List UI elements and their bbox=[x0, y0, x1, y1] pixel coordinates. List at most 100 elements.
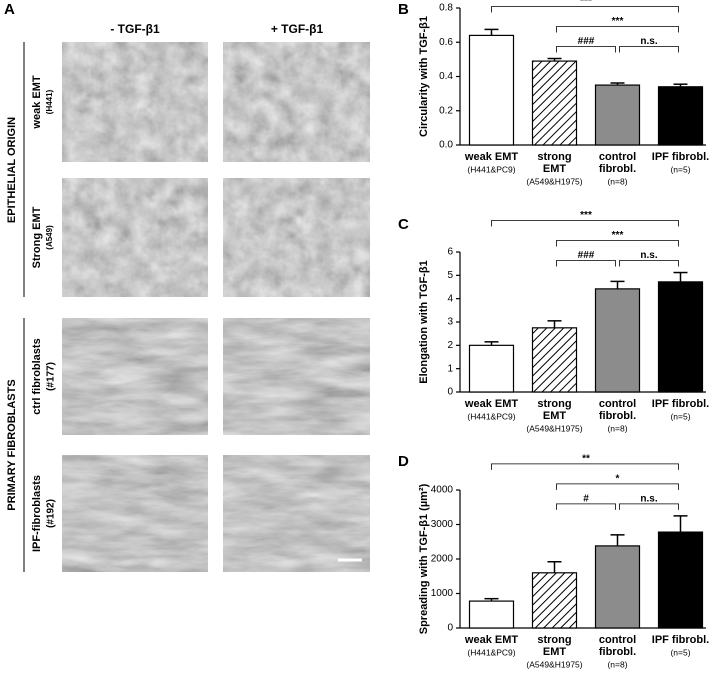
micrograph bbox=[223, 42, 370, 162]
y-tick-label: 3000 bbox=[431, 519, 454, 530]
y-tick-label: 0.0 bbox=[439, 140, 453, 151]
panel-letter: C bbox=[398, 216, 409, 233]
panel-letter: B bbox=[398, 1, 409, 18]
bar bbox=[657, 281, 704, 393]
y-tick-label: 3 bbox=[447, 317, 453, 328]
y-tick-label: 0.4 bbox=[439, 71, 453, 82]
x-tick-sublabel: (n=5) bbox=[670, 164, 690, 174]
significance-bracket bbox=[556, 240, 679, 247]
x-tick-sublabel: (n=8) bbox=[607, 659, 627, 669]
panel-a: A - TGF-β1 + TGF-β1 EPITHELIAL ORIGIN PR… bbox=[4, 1, 323, 572]
significance-bracket bbox=[556, 26, 679, 33]
x-tick-sublabel: (n=5) bbox=[670, 647, 690, 657]
panel-letter: A bbox=[4, 1, 15, 18]
x-tick-sublabel: (A549&H1975) bbox=[526, 423, 582, 433]
significance-label: *** bbox=[580, 210, 592, 221]
column-header: - TGF-β1 bbox=[110, 22, 160, 36]
significance-label: # bbox=[583, 494, 589, 505]
row-label: Strong EMT bbox=[31, 206, 43, 268]
significance-bracket bbox=[556, 260, 616, 267]
significance-label: *** bbox=[580, 0, 592, 7]
micrograph bbox=[223, 318, 370, 435]
x-tick-label: IPF fibrobl. bbox=[652, 398, 709, 410]
significance-bracket bbox=[556, 503, 616, 510]
row-label: ctrl fibroblasts bbox=[31, 338, 43, 414]
group-label: PRIMARY FIBROBLASTS bbox=[6, 379, 18, 510]
significance-label: n.s. bbox=[640, 36, 657, 47]
significance-bracket bbox=[491, 463, 679, 470]
micrograph bbox=[62, 455, 208, 572]
micrograph bbox=[62, 318, 208, 435]
x-tick-sublabel: (n=8) bbox=[607, 176, 627, 186]
y-axis-label: Spreading with TGF-β1 (µm²) bbox=[418, 483, 430, 634]
significance-label: *** bbox=[612, 230, 624, 241]
significance-bracket bbox=[619, 260, 679, 267]
row-sublabel: (#177) bbox=[46, 362, 57, 391]
significance-bracket bbox=[491, 220, 679, 227]
significance-bracket bbox=[619, 503, 679, 510]
bar bbox=[531, 572, 578, 629]
significance-label: ### bbox=[578, 250, 595, 261]
x-tick-sublabel: (A549&H1975) bbox=[526, 176, 582, 186]
y-tick-label: 2 bbox=[447, 340, 453, 351]
y-tick-label: 0 bbox=[447, 623, 453, 634]
bar bbox=[594, 545, 641, 629]
x-tick-sublabel: (n=8) bbox=[607, 423, 627, 433]
y-tick-label: 0.8 bbox=[439, 3, 453, 14]
row-sublabel: (H441) bbox=[45, 89, 54, 114]
significance-bracket bbox=[619, 46, 679, 53]
panel-letter: D bbox=[398, 453, 409, 470]
significance-bracket bbox=[556, 46, 616, 53]
y-tick-label: 5 bbox=[447, 270, 453, 281]
x-tick-label: control fibrobl. bbox=[599, 398, 636, 422]
bar bbox=[594, 288, 641, 393]
x-tick-label: strong EMT bbox=[537, 634, 571, 658]
significance-label: ### bbox=[578, 36, 595, 47]
y-tick-label: 1 bbox=[447, 363, 453, 374]
significance-bracket bbox=[491, 6, 679, 13]
row-sublabel: (#192) bbox=[46, 499, 57, 528]
x-tick-label: control fibrobl. bbox=[599, 634, 636, 658]
x-tick-label: strong EMT bbox=[537, 151, 571, 175]
bar bbox=[468, 600, 515, 629]
bar bbox=[594, 84, 641, 146]
y-tick-label: 4 bbox=[447, 293, 453, 304]
y-tick-label: 0.6 bbox=[439, 37, 453, 48]
x-tick-label: control fibrobl. bbox=[599, 151, 636, 175]
significance-label: ** bbox=[582, 454, 590, 465]
bar bbox=[657, 86, 704, 146]
x-tick-sublabel: (H441&PC9) bbox=[467, 164, 515, 174]
y-tick-label: 0 bbox=[447, 387, 453, 398]
y-tick-label: 1000 bbox=[431, 588, 454, 599]
significance-label: * bbox=[616, 474, 620, 485]
bar bbox=[468, 344, 515, 393]
y-axis-label: Elongation with TGF-β1 bbox=[418, 260, 430, 383]
x-tick-label: strong EMT bbox=[537, 398, 571, 422]
x-tick-label: weak EMT bbox=[464, 398, 518, 410]
micrograph bbox=[223, 455, 370, 572]
x-tick-label: IPF fibrobl. bbox=[652, 634, 709, 646]
significance-label: *** bbox=[612, 16, 624, 27]
x-tick-label: IPF fibrobl. bbox=[652, 151, 709, 163]
x-tick-sublabel: (H441&PC9) bbox=[467, 411, 515, 421]
row-sublabel: (A549) bbox=[45, 225, 54, 250]
y-tick-label: 4000 bbox=[431, 485, 454, 496]
row-label: IPF-fibroblasts bbox=[31, 475, 43, 552]
y-axis-label: Circularity with TGF-β1 bbox=[418, 16, 430, 137]
x-tick-label: weak EMT bbox=[464, 151, 518, 163]
x-tick-label: weak EMT bbox=[464, 634, 518, 646]
row-label: weak EMT bbox=[31, 75, 43, 129]
bar bbox=[468, 34, 515, 146]
bar bbox=[531, 60, 578, 146]
micrograph bbox=[62, 178, 208, 297]
bar bbox=[657, 531, 704, 629]
x-tick-sublabel: (H441&PC9) bbox=[467, 647, 515, 657]
micrograph bbox=[223, 178, 370, 297]
column-header: + TGF-β1 bbox=[271, 22, 324, 36]
x-tick-sublabel: (A549&H1975) bbox=[526, 659, 582, 669]
x-tick-sublabel: (n=5) bbox=[670, 411, 690, 421]
bar bbox=[531, 327, 578, 393]
significance-label: n.s. bbox=[640, 494, 657, 505]
micrograph bbox=[62, 42, 208, 162]
